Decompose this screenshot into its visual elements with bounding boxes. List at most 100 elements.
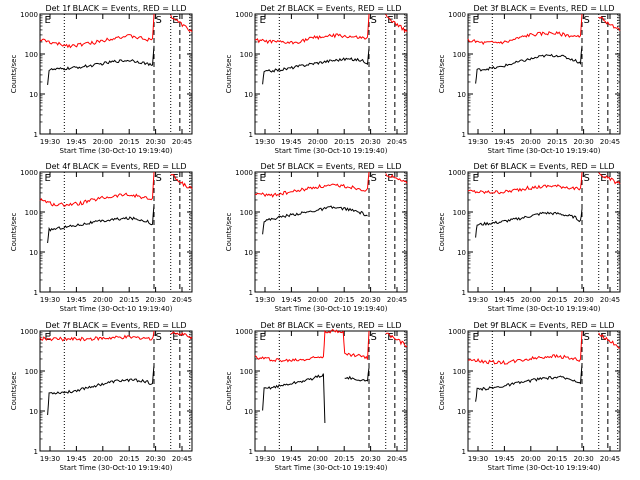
chart-9-series-black bbox=[475, 363, 583, 402]
chart-7-series-black bbox=[47, 365, 155, 416]
chart-1-xtick-label: 20:15 bbox=[119, 138, 139, 146]
chart-4-series-red bbox=[39, 171, 155, 207]
chart-8-ytick-label: 100 bbox=[240, 368, 253, 376]
chart-3-ytick-label: 1 bbox=[462, 131, 466, 139]
chart-7-marker-label: S bbox=[156, 332, 162, 343]
chart-8-ytick-label: 1000 bbox=[235, 328, 253, 336]
chart-5-series-red bbox=[385, 173, 408, 184]
chart-9-ytick-label: 1000 bbox=[448, 328, 466, 336]
chart-8-marker-label: S bbox=[371, 332, 377, 343]
chart-1-xtick-label: 20:00 bbox=[93, 138, 113, 146]
chart-2-xtick-label: 20:15 bbox=[334, 138, 354, 146]
chart-3-xtick-label: 20:30 bbox=[574, 138, 594, 146]
chart-1-marker-label: E bbox=[172, 15, 178, 26]
chart-5-ytick-label: 10 bbox=[244, 249, 253, 257]
chart-1-xtick-label: 19:45 bbox=[66, 138, 86, 146]
chart-6-xtick-label: 20:15 bbox=[547, 296, 567, 304]
chart-8-xtick-label: 20:00 bbox=[308, 455, 328, 463]
chart-6-marker-label: E bbox=[600, 173, 606, 184]
chart-9-xtick-label: 20:15 bbox=[547, 455, 567, 463]
chart-6-marker-label: E bbox=[473, 173, 479, 184]
chart-7-axes-frame bbox=[39, 330, 193, 452]
chart-7-title: Det 7f BLACK = Events, RED = LLD bbox=[45, 321, 186, 330]
chart-5-xtick-label: 20:45 bbox=[387, 296, 407, 304]
chart-1-xtick-label: 19:30 bbox=[40, 138, 60, 146]
chart-4-xtick-label: 20:15 bbox=[119, 296, 139, 304]
chart-7-xtick-label: 19:45 bbox=[66, 455, 86, 463]
chart-1-title: Det 1f BLACK = Events, RED = LLD bbox=[45, 4, 186, 13]
chart-1-xlabel: Start Time (30-Oct-10 19:19:40) bbox=[60, 147, 173, 155]
chart-5-ytick-label: 1000 bbox=[235, 169, 253, 177]
chart-2-marker-label: S bbox=[371, 15, 377, 26]
chart-1-axes-frame bbox=[39, 13, 193, 135]
chart-4-xtick-label: 20:00 bbox=[93, 296, 113, 304]
chart-6-ylabel: Counts/sec bbox=[438, 213, 446, 252]
chart-6-xtick-label: 20:45 bbox=[600, 296, 620, 304]
chart-3-xtick-label: 19:45 bbox=[494, 138, 514, 146]
chart-7-xlabel: Start Time (30-Oct-10 19:19:40) bbox=[60, 464, 173, 472]
chart-4-series-red bbox=[170, 173, 193, 190]
chart-4-axes-frame bbox=[39, 171, 193, 293]
chart-9-xlabel: Start Time (30-Oct-10 19:19:40) bbox=[488, 464, 601, 472]
chart-8-series-black bbox=[262, 373, 326, 424]
chart-1-series-red bbox=[170, 14, 193, 33]
chart-1-ytick-label: 10 bbox=[29, 91, 38, 99]
chart-9-title: Det 9f BLACK = Events, RED = LLD bbox=[473, 321, 614, 330]
chart-3-xtick-label: 20:00 bbox=[521, 138, 541, 146]
chart-5-xtick-label: 20:15 bbox=[334, 296, 354, 304]
chart-2-ytick-label: 100 bbox=[240, 51, 253, 59]
chart-2-xlabel: Start Time (30-Oct-10 19:19:40) bbox=[275, 147, 388, 155]
chart-3-xtick-label: 20:15 bbox=[547, 138, 567, 146]
chart-2-ylabel: Counts/sec bbox=[225, 55, 233, 94]
chart-9-marker-label: E bbox=[473, 332, 479, 343]
chart-3-xlabel: Start Time (30-Oct-10 19:19:40) bbox=[488, 147, 601, 155]
chart-7-marker-label: E bbox=[45, 332, 51, 343]
chart-8-xtick-label: 19:30 bbox=[255, 455, 275, 463]
chart-6-xtick-label: 19:45 bbox=[494, 296, 514, 304]
chart-5-xlabel: Start Time (30-Oct-10 19:19:40) bbox=[275, 305, 388, 313]
chart-8-ylabel: Counts/sec bbox=[225, 372, 233, 411]
chart-7-xtick-label: 20:00 bbox=[93, 455, 113, 463]
chart-4-ylabel: Counts/sec bbox=[10, 213, 18, 252]
chart-5-xtick-label: 20:00 bbox=[308, 296, 328, 304]
chart-3-ytick-label: 10 bbox=[457, 91, 466, 99]
chart-5-ylabel: Counts/sec bbox=[225, 213, 233, 252]
chart-6-series-black bbox=[475, 208, 583, 238]
chart-8-series-red bbox=[385, 332, 408, 348]
chart-1-marker-label: S bbox=[156, 15, 162, 26]
chart-5-marker-label: E bbox=[260, 173, 266, 184]
chart-5-xtick-label: 19:30 bbox=[255, 296, 275, 304]
chart-2-series-black bbox=[262, 48, 370, 85]
chart-1-xtick-label: 20:30 bbox=[146, 138, 166, 146]
chart-9-axes-frame bbox=[467, 330, 621, 452]
chart-4-series-black bbox=[47, 204, 155, 244]
chart-3-ytick-label: 1000 bbox=[448, 11, 466, 19]
chart-3-marker-label: E bbox=[473, 15, 479, 26]
chart-8-xtick-label: 20:30 bbox=[361, 455, 381, 463]
chart-4-ytick-label: 100 bbox=[25, 209, 38, 217]
chart-9-xtick-label: 20:45 bbox=[600, 455, 620, 463]
chart-2-title: Det 2f BLACK = Events, RED = LLD bbox=[260, 4, 401, 13]
chart-2-xtick-label: 20:00 bbox=[308, 138, 328, 146]
chart-7-marker-label: E bbox=[172, 332, 178, 343]
chart-2-series-red bbox=[385, 14, 408, 33]
chart-5-xtick-label: 19:45 bbox=[281, 296, 301, 304]
chart-3-ytick-label: 100 bbox=[453, 51, 466, 59]
chart-1-marker-label: E bbox=[45, 15, 51, 26]
chart-6-title: Det 6f BLACK = Events, RED = LLD bbox=[473, 162, 614, 171]
chart-4-xtick-label: 19:30 bbox=[40, 296, 60, 304]
chart-2-xtick-label: 19:45 bbox=[281, 138, 301, 146]
chart-6-ytick-label: 1 bbox=[462, 289, 466, 297]
chart-3-xtick-label: 20:45 bbox=[600, 138, 620, 146]
chart-4-marker-label: S bbox=[156, 173, 162, 184]
chart-3-series-red bbox=[467, 13, 583, 46]
chart-3-series-red bbox=[598, 16, 621, 32]
chart-9-xtick-label: 20:00 bbox=[521, 455, 541, 463]
chart-6-xlabel: Start Time (30-Oct-10 19:19:40) bbox=[488, 305, 601, 313]
chart-5-marker-label: E bbox=[387, 173, 393, 184]
chart-9-ytick-label: 1 bbox=[462, 448, 466, 456]
chart-1-ytick-label: 100 bbox=[25, 51, 38, 59]
chart-9-series-red bbox=[598, 332, 621, 349]
chart-6-series-red bbox=[598, 172, 621, 185]
